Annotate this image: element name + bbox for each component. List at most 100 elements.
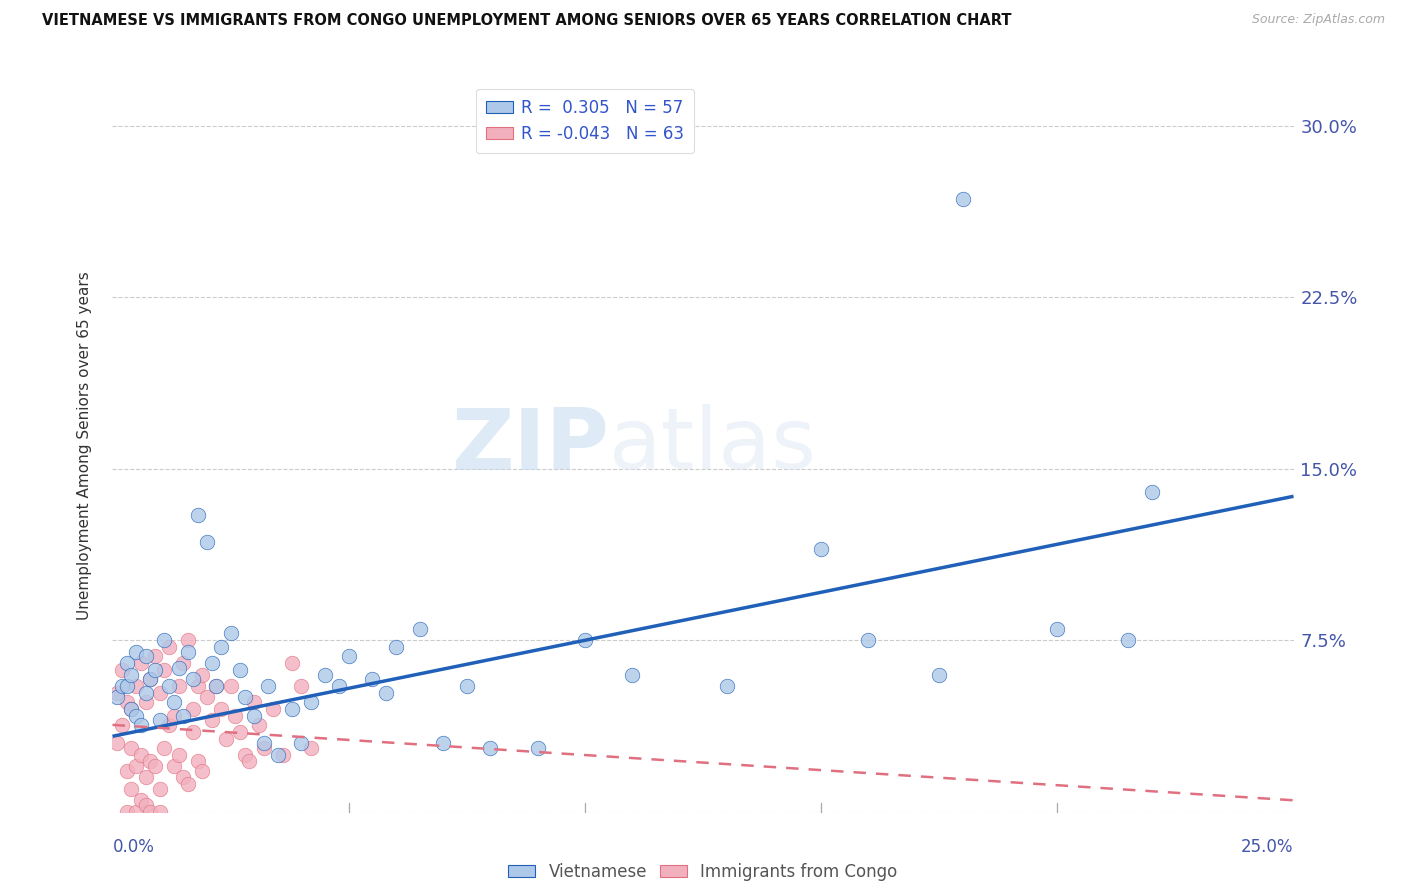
Point bbox=[139, 805, 162, 819]
Text: Source: ZipAtlas.com: Source: ZipAtlas.com bbox=[1251, 13, 1385, 27]
Point bbox=[105, 736, 128, 750]
Point bbox=[157, 679, 180, 693]
Point bbox=[139, 755, 162, 769]
Point bbox=[299, 740, 322, 755]
Point bbox=[143, 649, 166, 664]
Point bbox=[163, 708, 186, 723]
Point bbox=[233, 690, 256, 705]
Point bbox=[432, 736, 454, 750]
Point bbox=[621, 667, 644, 681]
Point bbox=[149, 805, 172, 819]
Point bbox=[125, 708, 148, 723]
Point bbox=[290, 679, 312, 693]
Point bbox=[215, 731, 238, 746]
Point bbox=[149, 686, 172, 700]
Point bbox=[139, 672, 162, 686]
Point bbox=[290, 736, 312, 750]
Point bbox=[281, 702, 304, 716]
Point bbox=[125, 645, 148, 659]
Point bbox=[172, 656, 194, 670]
Point bbox=[456, 679, 478, 693]
Point bbox=[135, 695, 157, 709]
Point bbox=[115, 656, 138, 670]
Point bbox=[337, 649, 360, 664]
Point bbox=[209, 702, 232, 716]
Point bbox=[111, 663, 134, 677]
Point bbox=[129, 747, 152, 762]
Point bbox=[163, 759, 186, 773]
Point bbox=[526, 740, 548, 755]
Point bbox=[191, 764, 214, 778]
Point bbox=[120, 667, 142, 681]
Point bbox=[716, 679, 738, 693]
Point bbox=[177, 777, 200, 791]
Point bbox=[1116, 633, 1139, 648]
Point bbox=[177, 633, 200, 648]
Point bbox=[385, 640, 408, 655]
Point bbox=[172, 771, 194, 785]
Point bbox=[167, 679, 190, 693]
Point bbox=[143, 759, 166, 773]
Point bbox=[135, 686, 157, 700]
Point bbox=[111, 679, 134, 693]
Point bbox=[153, 740, 176, 755]
Text: ZIP: ZIP bbox=[451, 404, 609, 488]
Point bbox=[157, 718, 180, 732]
Point bbox=[201, 656, 224, 670]
Point bbox=[408, 622, 430, 636]
Point bbox=[105, 686, 128, 700]
Point bbox=[129, 718, 152, 732]
Point bbox=[153, 633, 176, 648]
Point bbox=[149, 781, 172, 796]
Point bbox=[115, 805, 138, 819]
Point bbox=[105, 690, 128, 705]
Point bbox=[149, 714, 172, 728]
Point bbox=[858, 633, 880, 648]
Point bbox=[201, 714, 224, 728]
Point bbox=[135, 649, 157, 664]
Point bbox=[143, 663, 166, 677]
Point bbox=[177, 645, 200, 659]
Point bbox=[125, 759, 148, 773]
Point bbox=[120, 702, 142, 716]
Point bbox=[267, 747, 290, 762]
Point bbox=[253, 740, 276, 755]
Text: atlas: atlas bbox=[609, 404, 817, 488]
Point bbox=[205, 679, 228, 693]
Point bbox=[181, 724, 204, 739]
Point bbox=[115, 695, 138, 709]
Point bbox=[375, 686, 398, 700]
Point bbox=[186, 755, 208, 769]
Point bbox=[253, 736, 276, 750]
Point bbox=[129, 793, 152, 807]
Point bbox=[219, 679, 242, 693]
Point bbox=[1140, 484, 1163, 499]
Point bbox=[120, 781, 142, 796]
Point bbox=[479, 740, 502, 755]
Point bbox=[219, 626, 242, 640]
Point bbox=[153, 663, 176, 677]
Point bbox=[243, 695, 266, 709]
Point bbox=[172, 708, 194, 723]
Point bbox=[361, 672, 384, 686]
Point bbox=[120, 740, 142, 755]
Point bbox=[191, 667, 214, 681]
Point bbox=[299, 695, 322, 709]
Point bbox=[281, 656, 304, 670]
Point bbox=[205, 679, 228, 693]
Point bbox=[186, 679, 208, 693]
Point bbox=[928, 667, 950, 681]
Y-axis label: Unemployment Among Seniors over 65 years: Unemployment Among Seniors over 65 years bbox=[77, 272, 91, 620]
Point bbox=[115, 764, 138, 778]
Point bbox=[1046, 622, 1069, 636]
Point bbox=[195, 535, 218, 549]
Point bbox=[167, 747, 190, 762]
Text: 25.0%: 25.0% bbox=[1241, 838, 1294, 856]
Point bbox=[810, 541, 832, 556]
Text: 0.0%: 0.0% bbox=[112, 838, 155, 856]
Point bbox=[229, 663, 252, 677]
Point bbox=[135, 771, 157, 785]
Point bbox=[186, 508, 208, 522]
Point bbox=[209, 640, 232, 655]
Point bbox=[574, 633, 596, 648]
